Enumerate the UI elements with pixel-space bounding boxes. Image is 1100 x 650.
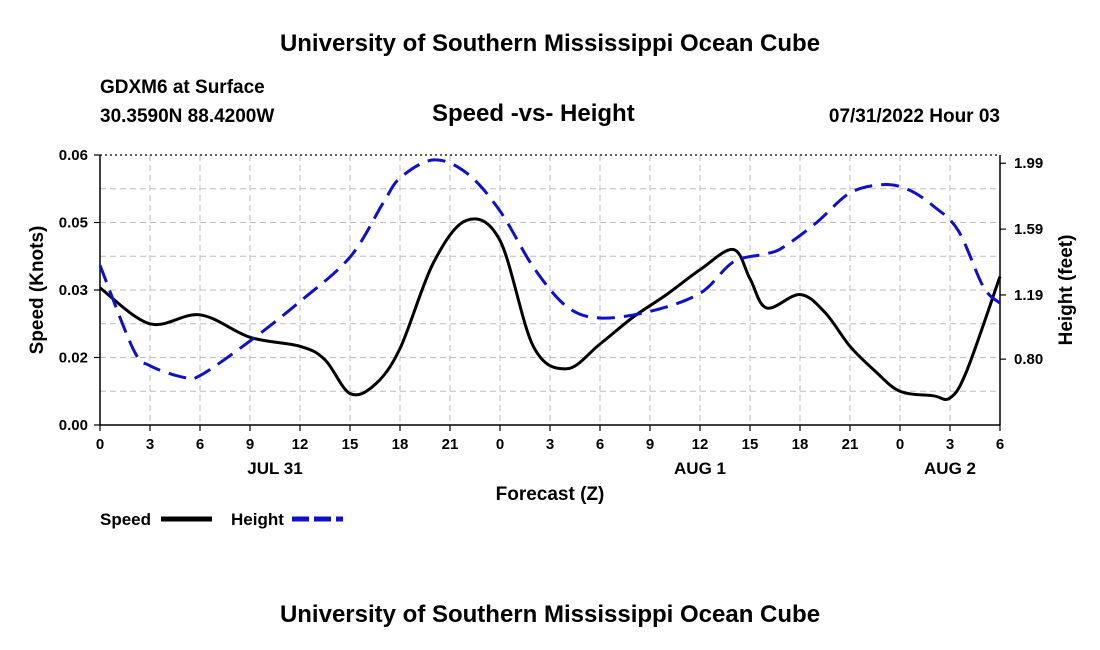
footer-title: University of Southern Mississippi Ocean… — [279, 601, 821, 628]
x-tick-label: 6 — [196, 436, 204, 453]
x-tick-label: 18 — [392, 436, 409, 453]
y2-tick-label: 1.19 — [1014, 287, 1043, 304]
y-tick-label: 0.06 — [59, 147, 88, 164]
x-tick-label: 9 — [246, 436, 254, 453]
x-axis-title: Forecast (Z) — [496, 484, 605, 505]
y-tick-label: 0.03 — [59, 282, 88, 299]
coords-label: 30.3590N 88.4200W — [100, 106, 275, 127]
x-tick-label: 15 — [342, 436, 359, 453]
x-tick-label: 6 — [596, 436, 604, 453]
date-label: JUL 31 — [247, 459, 302, 478]
x-tick-label: 3 — [146, 436, 154, 453]
chart-subtitle: Speed -vs- Height — [432, 100, 635, 127]
x-tick-label: 15 — [742, 436, 759, 453]
legend-speed-label: Speed — [100, 510, 152, 529]
y2-tick-label: 0.80 — [1014, 351, 1043, 368]
y-tick-label: 0.00 — [59, 417, 88, 434]
y2-tick-label: 1.99 — [1014, 155, 1043, 172]
x-tick-label: 3 — [546, 436, 554, 453]
x-tick-label: 6 — [996, 436, 1004, 453]
y-tick-label: 0.02 — [59, 350, 88, 367]
station-label: GDXM6 at Surface — [100, 77, 265, 98]
x-tick-label: 9 — [646, 436, 654, 453]
y2-tick-label: 1.59 — [1014, 221, 1043, 238]
x-tick-label: 18 — [792, 436, 809, 453]
legend-height-label: Height — [231, 510, 284, 529]
y-axis-title: Speed (Knots) — [27, 226, 48, 355]
x-tick-label: 12 — [292, 436, 309, 453]
x-tick-label: 21 — [442, 436, 459, 453]
x-tick-label: 0 — [96, 436, 104, 453]
x-tick-label: 12 — [692, 436, 709, 453]
date-label: AUG 2 — [924, 459, 976, 478]
x-tick-label: 0 — [496, 436, 504, 453]
x-tick-label: 3 — [946, 436, 954, 453]
date-label: AUG 1 — [674, 459, 726, 478]
y2-axis-title: Height (feet) — [1056, 235, 1077, 346]
datetime-label: 07/31/2022 Hour 03 — [828, 106, 1000, 127]
chart-title: University of Southern Mississippi Ocean… — [279, 30, 821, 57]
x-tick-label: 21 — [842, 436, 859, 453]
series-line-speed — [99, 217, 1002, 402]
x-tick-label: 0 — [896, 436, 904, 453]
y-tick-label: 0.05 — [59, 215, 88, 232]
series-line-height — [98, 158, 1002, 381]
